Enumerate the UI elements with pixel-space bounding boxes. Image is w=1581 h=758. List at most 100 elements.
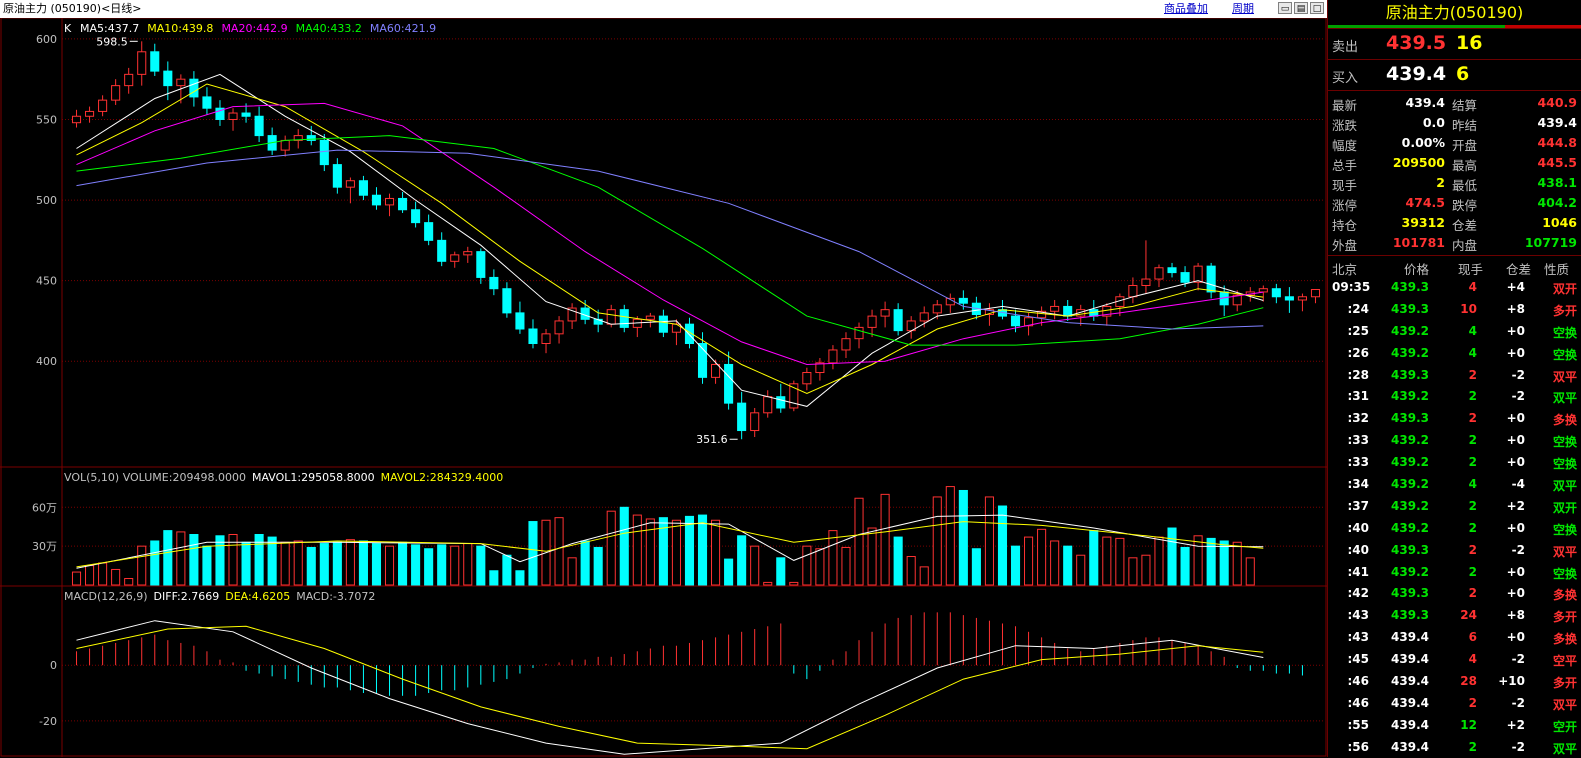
tick-oi-change: -2 (1511, 367, 1525, 382)
candle-body (319, 139, 329, 166)
tick-row[interactable]: :55 439.4 12 +2 空开 (1328, 714, 1581, 736)
period-link[interactable]: 周期 (1232, 2, 1254, 15)
volume-bar (658, 517, 668, 586)
tick-row[interactable]: :37 439.2 2 +2 双开 (1328, 495, 1581, 517)
candle-body (815, 362, 825, 374)
stat-value: 445.5 (1537, 155, 1577, 170)
tick-row[interactable]: :40 439.2 2 +0 空换 (1328, 517, 1581, 539)
candle-body (228, 112, 238, 120)
tick-row[interactable]: :56 439.4 2 -2 双平 (1328, 736, 1581, 758)
tick-row[interactable]: :43 439.4 6 +0 多换 (1328, 626, 1581, 648)
tick-row[interactable]: :28 439.3 2 -2 双平 (1328, 364, 1581, 386)
tick-time: 09:35 (1332, 280, 1371, 294)
kline-chart-area[interactable]: 600 550 500 450 400 K MA5:437.7 MA10:439.8 MA20:… (0, 18, 1327, 757)
candle-body (737, 402, 747, 432)
tick-nature: 双平 (1552, 391, 1577, 406)
stat-row: 幅度 0.00% 开盘 444.8 (1328, 133, 1581, 153)
stat-label: 昨结 (1452, 118, 1478, 133)
tick-volume: 4 (1468, 280, 1477, 294)
tick-oi-change: +0 (1506, 323, 1525, 338)
tick-row[interactable]: :24 439.3 10 +8 多开 (1328, 298, 1581, 320)
tick-row[interactable]: :46 439.4 2 -2 双平 (1328, 692, 1581, 714)
volume-bar (828, 530, 838, 586)
overlay-commodity-link[interactable]: 商品叠加 (1164, 2, 1208, 15)
volume-bar (1206, 537, 1216, 586)
y-tick-label: 450 (36, 275, 57, 288)
stat-label: 跌停 (1452, 198, 1478, 213)
tick-time: :40 (1347, 520, 1370, 535)
tick-price: 439.4 (1391, 739, 1429, 754)
tick-volume: 2 (1468, 498, 1477, 513)
volume-bar (150, 540, 160, 586)
tick-row[interactable]: :41 439.2 2 +0 空换 (1328, 561, 1581, 583)
candle-body (789, 383, 799, 409)
tick-price: 439.3 (1391, 301, 1429, 316)
tick-row[interactable]: :31 439.2 2 -2 双平 (1328, 385, 1581, 407)
candle-body (411, 209, 421, 224)
stat-value: 474.5 (1405, 195, 1445, 210)
candle-body (332, 164, 342, 188)
volume-bar (671, 519, 681, 586)
stat-label: 仓差 (1452, 218, 1478, 233)
volume-bar (854, 497, 864, 586)
candle-body (489, 276, 499, 290)
stat-value: 440.9 (1537, 95, 1577, 110)
tick-row[interactable]: 09:35 439.3 4 +4 双开 (1328, 276, 1581, 298)
candle-body (371, 194, 382, 206)
y-tick-label: -20 (39, 715, 57, 728)
candle-body (98, 99, 108, 112)
tick-oi-change: -2 (1511, 739, 1525, 754)
stat-label: 结算 (1452, 98, 1478, 113)
tick-row[interactable]: :46 439.4 28 +10 多开 (1328, 670, 1581, 692)
tick-row[interactable]: :32 439.3 2 +0 多换 (1328, 407, 1581, 429)
candle-body (893, 309, 903, 332)
tick-volume: 24 (1460, 608, 1477, 623)
tick-volume: 10 (1460, 301, 1477, 316)
tick-price: 439.3 (1391, 367, 1429, 382)
tick-oi-change: +4 (1506, 280, 1525, 294)
maximize-window-icon[interactable]: □ (1310, 2, 1324, 14)
candle-body (763, 396, 773, 414)
tick-row[interactable]: :33 439.2 2 +0 空换 (1328, 451, 1581, 473)
tick-row[interactable]: :45 439.4 4 -2 空平 (1328, 648, 1581, 670)
tick-nature: 空换 (1552, 347, 1577, 362)
tick-oi-change: +8 (1506, 301, 1525, 316)
bid-volume: 6 (1456, 63, 1470, 85)
tick-row[interactable]: :33 439.2 2 +0 空换 (1328, 429, 1581, 451)
candle-body (85, 110, 95, 117)
tick-list[interactable]: 09:35 439.3 4 +4 双开:24 439.3 10 +8 多开:25 439.2 4 +0… (1328, 276, 1581, 758)
volume-bar (85, 565, 95, 586)
candle-body (71, 115, 82, 124)
volume-bar (1115, 537, 1125, 586)
volume-bar (489, 570, 499, 586)
macd-diff-line (76, 620, 1264, 755)
tick-row[interactable]: :43 439.3 24 +8 多开 (1328, 604, 1581, 626)
candle-body (606, 309, 616, 325)
tick-row[interactable]: :25 439.2 4 +0 空换 (1328, 320, 1581, 342)
tile-window-icon[interactable]: ▤ (1294, 2, 1308, 14)
tick-row[interactable]: :26 439.2 4 +0 空换 (1328, 342, 1581, 364)
tick-nature: 空换 (1552, 325, 1577, 340)
tick-row[interactable]: :40 439.3 2 -2 双平 (1328, 539, 1581, 561)
volume-bar (111, 568, 121, 586)
ma-legend-label: MA10:439.8 (147, 22, 213, 35)
ask-label: 卖出 (1332, 40, 1359, 55)
restore-window-icon[interactable]: ▭ (1278, 2, 1292, 14)
stat-label: 涨停 (1332, 198, 1358, 213)
volume-bar (945, 486, 955, 586)
ticks-header-nature: 性质 (1544, 262, 1570, 277)
tick-row[interactable]: :42 439.3 2 +0 多换 (1328, 582, 1581, 604)
candle-body (750, 412, 760, 432)
candle-body (515, 312, 525, 330)
tick-nature: 多开 (1552, 610, 1577, 625)
volume-bar (906, 556, 916, 586)
ticks-header-price: 价格 (1404, 262, 1430, 277)
stat-value: 39312 (1401, 215, 1446, 230)
tick-time: :40 (1347, 542, 1370, 557)
chart-topbar: 原油主力 (050190)<日线> 商品叠加 周期 ▭ ▤ □ (0, 0, 1327, 18)
tick-volume: 4 (1468, 477, 1477, 492)
candle-body (1284, 296, 1294, 301)
volume-bar (1219, 540, 1229, 586)
volume-bar (137, 545, 147, 586)
tick-row[interactable]: :34 439.2 4 -4 双平 (1328, 473, 1581, 495)
